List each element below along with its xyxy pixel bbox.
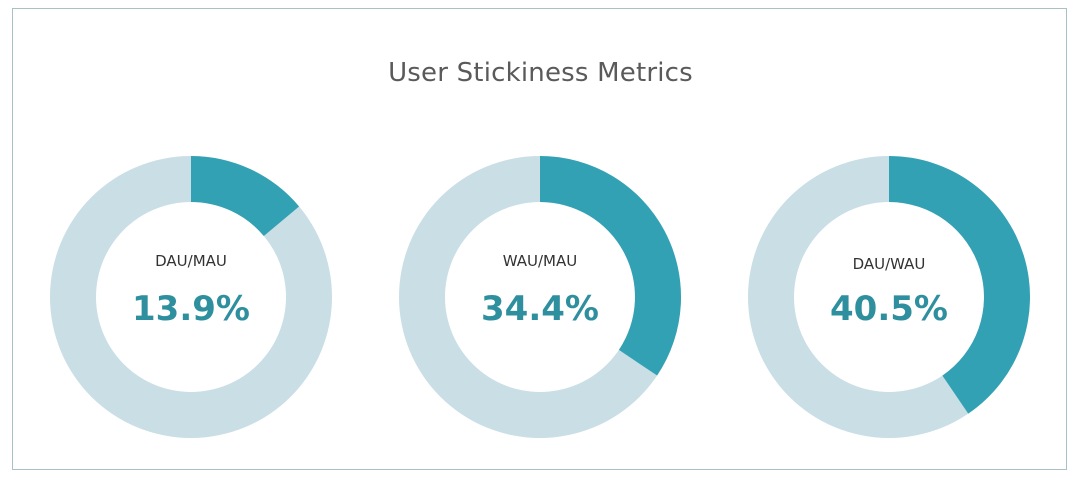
donut-wau-mau[interactable]: WAU/MAU 34.4% — [398, 155, 682, 439]
donut-filled-segment[interactable] — [889, 156, 1030, 414]
donut-filled-segment[interactable] — [540, 156, 681, 376]
donut-chart-graphic — [399, 156, 681, 438]
metric-value: 34.4% — [481, 289, 599, 329]
donut-chart-graphic — [50, 156, 332, 438]
chart-title: User Stickiness Metrics — [388, 58, 693, 88]
donut-dau-mau[interactable]: DAU/MAU 13.9% — [49, 155, 333, 439]
metric-label: DAU/WAU — [852, 255, 926, 273]
metric-value: 13.9% — [132, 289, 250, 329]
metric-label: WAU/MAU — [502, 252, 578, 270]
donut-chart-graphic — [748, 156, 1030, 438]
donut-dau-wau[interactable]: DAU/WAU 40.5% — [747, 155, 1031, 439]
dashboard-frame — [12, 8, 1067, 470]
metric-value: 40.5% — [830, 289, 948, 329]
metric-label: DAU/MAU — [155, 252, 227, 270]
donut-filled-segment[interactable] — [191, 156, 300, 236]
